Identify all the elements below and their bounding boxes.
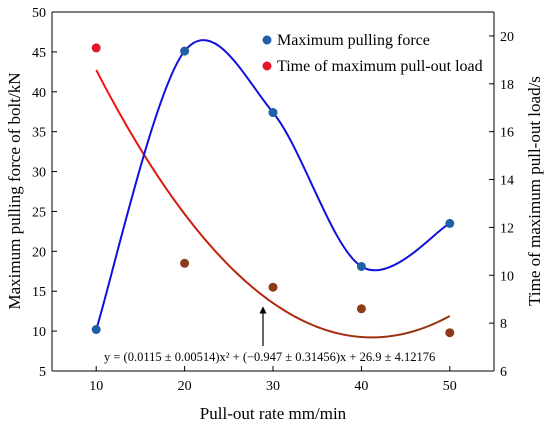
- right-y-tick-label: 12: [500, 221, 514, 236]
- right-y-tick-label: 8: [500, 317, 507, 332]
- x-tick-label: 40: [354, 379, 368, 394]
- left-y-tick-label: 5: [39, 365, 46, 380]
- legend-item-time: Time of maximum pull-out load: [262, 58, 483, 75]
- left-y-tick-label: 50: [32, 6, 46, 21]
- time-point: [268, 282, 278, 292]
- right-y-tick-label: 10: [500, 269, 514, 284]
- legend: Maximum pulling force Time of maximum pu…: [262, 32, 483, 75]
- force-point: [356, 261, 366, 271]
- x-axis-title: Pull-out rate mm/min: [200, 404, 347, 423]
- force-point: [91, 325, 101, 335]
- fit-equation: y = (0.0115 ± 0.00514)x² + (−0.947 ± 0.3…: [104, 350, 435, 364]
- right-y-axis-title: Time of maximum pull-out load/s: [525, 76, 544, 306]
- legend-marker-force: [262, 35, 272, 45]
- legend-label-time: Time of maximum pull-out load: [277, 58, 483, 75]
- left-y-tick-label: 45: [32, 46, 46, 61]
- left-y-tick-label: 40: [32, 86, 46, 101]
- time-fit-curve: [95, 69, 451, 339]
- force-point: [445, 218, 455, 228]
- right-y-tick-label: 14: [500, 174, 514, 189]
- x-axis-ticks: 10 20 30 40 50: [89, 366, 457, 394]
- left-y-tick-label: 35: [32, 126, 46, 141]
- right-y-tick-label: 20: [500, 30, 514, 45]
- force-point: [268, 108, 278, 118]
- x-tick-label: 10: [89, 379, 103, 394]
- x-tick-label: 30: [266, 379, 280, 394]
- left-y-tick-label: 20: [32, 245, 46, 260]
- data-points: [91, 43, 455, 338]
- left-y-tick-label: 15: [32, 285, 46, 300]
- legend-marker-time: [262, 61, 272, 71]
- time-point: [91, 43, 101, 53]
- right-y-tick-label: 6: [500, 365, 507, 380]
- left-y-tick-label: 25: [32, 205, 46, 220]
- time-point: [180, 258, 190, 268]
- x-tick-label: 20: [178, 379, 192, 394]
- right-y-tick-label: 18: [500, 78, 514, 93]
- left-y-axis-ticks: 5 10 15 20 25 30 35 40 45 50: [32, 6, 57, 380]
- legend-item-force: Maximum pulling force: [262, 32, 430, 49]
- left-y-tick-label: 10: [32, 325, 46, 340]
- x-tick-label: 50: [443, 379, 457, 394]
- legend-label-force: Maximum pulling force: [277, 32, 430, 49]
- force-fit-curve: [95, 39, 451, 330]
- right-y-tick-label: 16: [500, 126, 514, 141]
- left-y-axis-title: Maximum pulling force of bolt/kN: [5, 72, 24, 309]
- time-point: [445, 328, 455, 338]
- left-y-tick-label: 30: [32, 166, 46, 181]
- right-y-axis-ticks: 6 8 10 12 14 16 18 20: [489, 30, 514, 380]
- time-point: [356, 304, 366, 314]
- force-point: [180, 46, 190, 56]
